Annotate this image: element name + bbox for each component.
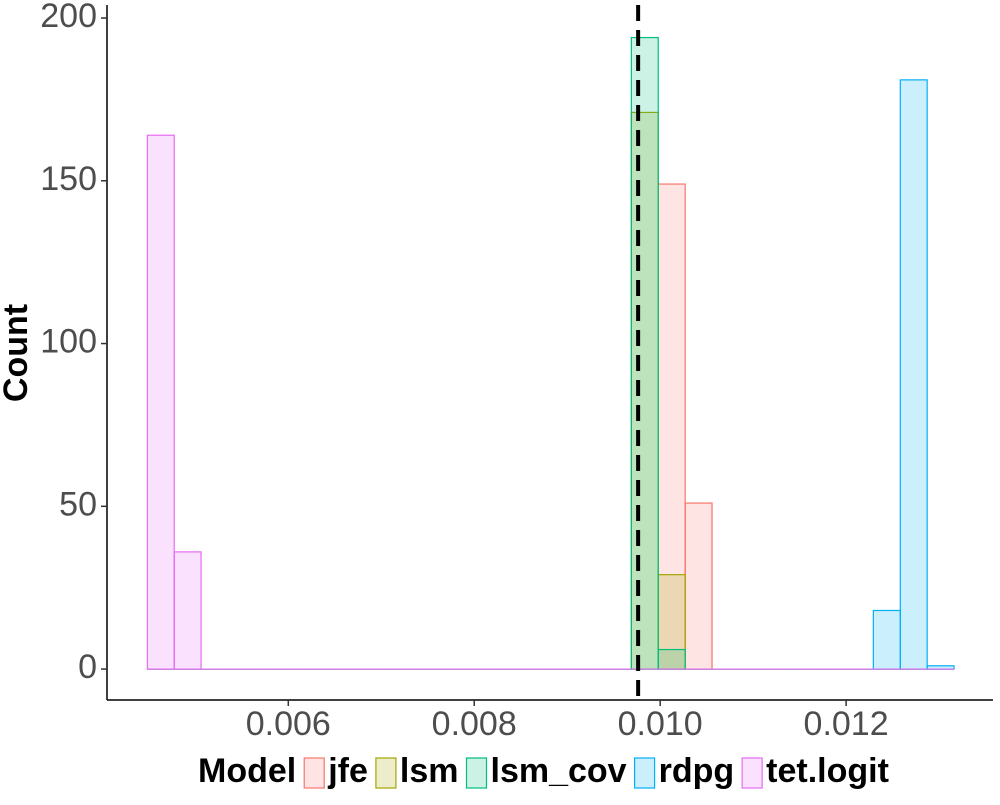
legend-key <box>375 757 397 789</box>
legend-key <box>633 757 656 789</box>
bar <box>630 36 659 670</box>
bar <box>657 648 686 670</box>
legend-key <box>303 757 325 789</box>
bar <box>146 134 175 670</box>
legend-key <box>741 757 763 789</box>
x-tick-label: 0.006 <box>246 705 331 743</box>
bar <box>684 502 713 670</box>
y-axis-label: Count <box>0 304 35 402</box>
x-tick-label: 0.010 <box>618 705 703 743</box>
bar <box>173 551 202 670</box>
bar <box>872 609 901 670</box>
legend-label: lsm <box>400 752 459 790</box>
x-tick-label: 0.012 <box>804 705 889 743</box>
legend-label: tet.logit <box>766 752 889 790</box>
legend-label: rdpg <box>659 752 735 790</box>
legend-key <box>465 757 488 789</box>
bar <box>657 183 686 670</box>
y-tick-label: 150 <box>40 160 97 198</box>
y-tick-label: 50 <box>59 485 97 523</box>
y-tick-label: 200 <box>40 0 97 35</box>
y-tick-label: 100 <box>40 323 97 361</box>
y-tick-label: 0 <box>78 648 97 686</box>
legend-label: lsm_cov <box>491 752 627 790</box>
legend-label: jfe <box>327 752 368 790</box>
x-tick-label: 0.008 <box>432 705 517 743</box>
bar <box>899 79 928 670</box>
legend-title: Model <box>198 752 296 790</box>
